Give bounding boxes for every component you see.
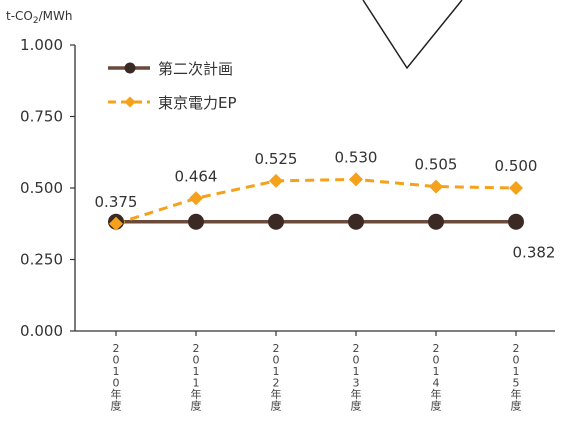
y-tick-label: 0.750 [20,108,63,126]
background-outline-shape [362,0,463,70]
data-label: 0.530 [335,148,378,166]
series-1-point [269,173,283,188]
series-1-point [349,172,363,187]
series-lines [115,177,517,226]
series-1-point [109,216,123,231]
axes [74,45,555,332]
series-0-point [348,213,364,230]
series-0-point [268,213,284,230]
data-label: 0.525 [255,150,298,168]
data-label: 0.500 [495,157,538,175]
data-labels: 0.382 0.375 0.464 0.525 0.530 0.505 0.500 [95,148,556,261]
series-points [108,172,524,231]
y-tick-label: 0.250 [20,251,63,269]
x-category-label: 2 0 1 3 年度 [351,342,362,413]
x-category-label: 2 0 1 0 年度 [111,342,122,413]
y-tick-label: 1.000 [20,36,63,54]
y-ticks: 0.000 0.250 0.500 0.750 1.000 [20,36,75,340]
x-category-label: 2 0 1 2 年度 [271,342,282,413]
x-category-label: 2 0 1 4 年度 [431,342,442,413]
x-category-label: 2 0 1 1 年度 [191,342,202,413]
legend-label-1: 東京電力EP [158,94,237,112]
series-1-point [429,179,443,194]
x-category-label: 2 0 1 5 年度 [511,342,522,413]
y-tick-label: 0.000 [20,322,63,340]
data-label: 0.505 [415,156,458,174]
y-tick-label: 0.500 [20,179,63,197]
data-label: 0.464 [175,167,218,185]
legend-marker-1 [124,96,136,108]
x-categories: 2 0 1 0 年度 2 0 1 1 年度 2 0 1 2 年度 2 0 1 3 年度 2 0 1 4 年度 2 0 1 5 年度 [111,331,522,413]
series-0-point [428,213,444,230]
legend-marker-0 [124,62,136,74]
series-line-1 [115,177,517,226]
series-0-point [508,213,524,230]
series-1-point [189,191,203,206]
series-0-point [188,213,204,230]
data-label: 0.382 [513,244,556,262]
series-1-point [509,181,523,195]
legend-label-0: 第二次計画 [158,60,233,78]
y-unit-label: t-CO2/MWh [6,9,72,26]
data-label: 0.375 [95,193,138,211]
